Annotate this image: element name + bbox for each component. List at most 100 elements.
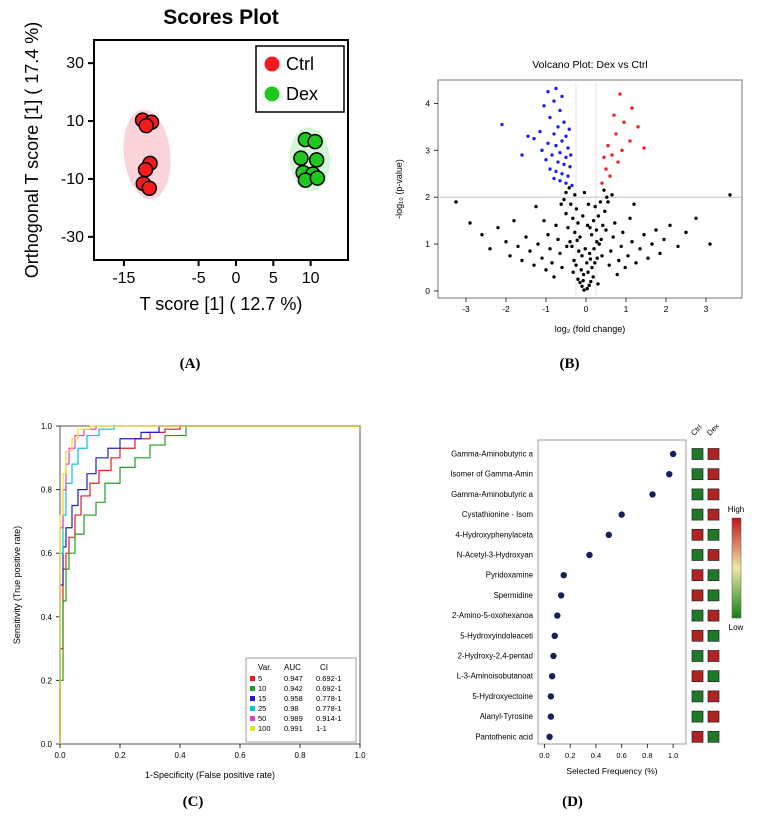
ctrl-heat-square bbox=[691, 448, 704, 460]
legend-ci: 1-1 bbox=[316, 724, 327, 733]
non-significant-point bbox=[575, 238, 579, 243]
roc-legend-box bbox=[245, 657, 357, 743]
non-significant-point bbox=[581, 272, 586, 277]
non-significant-point bbox=[600, 254, 604, 258]
chart-text: -3 bbox=[462, 304, 470, 314]
non-significant-point bbox=[576, 277, 580, 281]
frequency-dot bbox=[666, 471, 673, 478]
non-significant-point bbox=[564, 190, 568, 195]
dex-score-point bbox=[293, 150, 309, 166]
panel-label-d: (D) bbox=[562, 794, 583, 810]
ctrl-score-point bbox=[137, 161, 154, 178]
panel-label-c: (C) bbox=[182, 794, 204, 810]
non-significant-point bbox=[676, 244, 680, 249]
chart-text: 0.8 bbox=[642, 751, 652, 760]
non-significant-point bbox=[610, 193, 614, 197]
metabolite-label: Alanyl-Tyrosine bbox=[480, 712, 533, 721]
chart-text: 2 bbox=[425, 192, 430, 202]
non-significant-point bbox=[728, 193, 732, 197]
dex-heat-square bbox=[707, 508, 720, 521]
volcano-plot-title: Volcano Plot: Dex vs Ctrl bbox=[532, 59, 648, 71]
non-significant-point bbox=[550, 261, 554, 265]
dex-heat-square bbox=[707, 488, 720, 501]
non-significant-point bbox=[589, 233, 594, 237]
non-significant-point bbox=[601, 223, 605, 228]
legend-auc: 0.947 bbox=[284, 674, 303, 683]
legend-marker bbox=[264, 56, 280, 72]
chart-text: 0.4 bbox=[41, 613, 53, 622]
dex-heat-square bbox=[707, 730, 720, 743]
dex-heat-square bbox=[707, 528, 720, 541]
dex-heat-square bbox=[707, 589, 720, 602]
frequency-dot bbox=[605, 531, 612, 538]
down-regulated-point bbox=[548, 167, 552, 171]
down-regulated-point bbox=[570, 183, 574, 188]
non-significant-point bbox=[468, 221, 472, 225]
non-significant-point bbox=[534, 204, 538, 209]
legend-label: Dex bbox=[286, 84, 318, 104]
down-regulated-point bbox=[558, 108, 562, 113]
legend-label: Ctrl bbox=[286, 54, 314, 74]
non-significant-point bbox=[590, 265, 594, 270]
non-significant-point bbox=[628, 216, 632, 221]
legend-var: 15 bbox=[258, 694, 266, 703]
dex-score-point bbox=[308, 152, 325, 168]
frequency-dot bbox=[649, 491, 656, 498]
chart-text: 0 bbox=[584, 304, 589, 314]
non-significant-point bbox=[528, 249, 532, 253]
volcano-plot-svg: -3 -2 -1 0 1 2 3 0 1 2 3 4 Volcano Plot: Dex vs Ctrl… bbox=[394, 59, 743, 334]
dex-heat-square bbox=[707, 549, 720, 561]
down-regulated-point bbox=[546, 141, 550, 145]
ctrl-heat-square bbox=[691, 468, 704, 481]
non-significant-point bbox=[571, 216, 575, 221]
down-regulated-point bbox=[546, 90, 550, 94]
metabolite-label: 2-Amino-5-oxohexanoa bbox=[452, 611, 534, 620]
legend-var: 10 bbox=[258, 684, 266, 693]
non-significant-point bbox=[604, 228, 608, 232]
legend-auc: 0.991 bbox=[284, 724, 303, 733]
ctrl-heat-square bbox=[691, 650, 704, 662]
down-regulated-point bbox=[560, 94, 564, 99]
non-significant-point bbox=[595, 256, 599, 260]
non-significant-point bbox=[577, 249, 581, 253]
down-regulated-point bbox=[564, 134, 568, 138]
down-regulated-point bbox=[544, 157, 548, 162]
chart-text: 0.2 bbox=[41, 676, 53, 685]
non-significant-point bbox=[567, 186, 571, 190]
x-axis-label: Selected Frequency (%) bbox=[566, 766, 657, 776]
metabolite-label: Cystathionine - Isom bbox=[462, 510, 533, 519]
down-regulated-point bbox=[554, 86, 558, 91]
non-significant-point bbox=[520, 258, 524, 263]
chart-text: 1 bbox=[425, 239, 430, 249]
non-significant-point bbox=[596, 282, 600, 286]
non-significant-point bbox=[581, 214, 585, 218]
chart-text: 4 bbox=[425, 98, 430, 108]
frequency-dot bbox=[548, 673, 556, 680]
legend-marker bbox=[250, 726, 255, 731]
non-significant-point bbox=[593, 261, 597, 265]
frequency-dot bbox=[586, 551, 593, 559]
non-significant-point bbox=[708, 242, 712, 246]
non-significant-point bbox=[552, 275, 556, 279]
non-significant-point bbox=[580, 284, 584, 288]
down-regulated-point bbox=[500, 122, 504, 127]
down-regulated-point bbox=[520, 153, 524, 157]
dex-heat-square bbox=[707, 670, 720, 683]
non-significant-point bbox=[588, 257, 593, 261]
dex-score-point bbox=[307, 133, 323, 150]
non-significant-point bbox=[602, 188, 606, 192]
down-regulated-point bbox=[568, 165, 572, 169]
roc-curve-var-50 bbox=[59, 425, 360, 744]
metabolite-label: Isomer of Gamma-Amin bbox=[450, 470, 533, 479]
non-significant-point bbox=[593, 204, 597, 209]
roc-curve-var-100 bbox=[59, 425, 360, 744]
non-significant-point bbox=[480, 233, 484, 237]
non-significant-point bbox=[599, 237, 603, 242]
non-significant-point bbox=[638, 247, 642, 251]
non-significant-point bbox=[594, 228, 599, 232]
legend-marker bbox=[250, 696, 255, 701]
non-significant-point bbox=[587, 283, 591, 288]
ctrl-heat-square bbox=[691, 549, 704, 561]
plot-box bbox=[437, 79, 743, 299]
